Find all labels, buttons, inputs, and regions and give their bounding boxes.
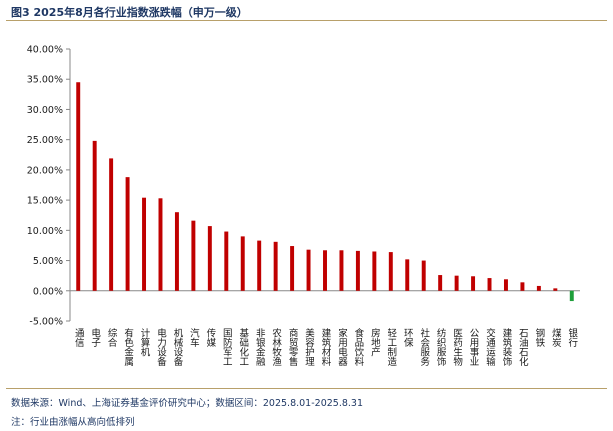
- y-tick-label: 20.00%: [27, 165, 63, 176]
- x-tick-label: 家用电器: [336, 327, 348, 366]
- x-tick-label: 通信: [73, 328, 85, 348]
- x-tick-label: 国防军工: [221, 328, 233, 366]
- x-tick-label: 交通运输: [484, 327, 496, 367]
- y-tick-label: 15.00%: [27, 196, 63, 207]
- x-tick-label: 基础化工: [237, 327, 249, 366]
- y-tick-label: 0.00%: [33, 286, 63, 297]
- x-tick-label: 石油石化: [517, 328, 529, 367]
- data-source-note: 数据来源：Wind、上海证券基金评价研究中心；数据区间：2025.8.01-20…: [11, 398, 364, 409]
- x-tick-label: 传媒: [204, 327, 216, 348]
- bar: [207, 226, 212, 291]
- y-tick-label: 5.00%: [33, 256, 63, 267]
- bar: [355, 250, 360, 291]
- bar-chart: -5.00% 0.00% 5.00% 10.00% 15.00% 20.00% 25.00%…: [27, 45, 580, 367]
- x-tick-label: 煤炭: [550, 327, 562, 348]
- y-tick-label: 25.00%: [27, 135, 63, 146]
- bar: [76, 82, 81, 291]
- bar: [240, 236, 245, 291]
- bar: [158, 198, 163, 291]
- bar: [569, 290, 574, 302]
- bar: [388, 252, 393, 291]
- x-tick-label: 房地产: [369, 327, 381, 357]
- bar: [125, 177, 130, 291]
- bar: [257, 240, 262, 291]
- x-tick-label: 钢铁: [533, 327, 545, 348]
- x-tick-label: 纺织服饰: [435, 327, 447, 367]
- x-tick-label: 医药生物: [451, 328, 463, 367]
- bar: [191, 220, 196, 291]
- bar: [503, 279, 508, 291]
- x-tick-label: 机械设备: [171, 327, 183, 367]
- bar: [339, 250, 344, 291]
- y-tick-label: 40.00%: [27, 45, 63, 56]
- x-tick-label: 美容护理: [303, 327, 315, 366]
- bar: [224, 231, 229, 291]
- y-tick-label: 35.00%: [27, 75, 63, 86]
- x-tick-label: 建筑装饰: [500, 327, 512, 367]
- bar: [487, 278, 492, 291]
- y-tick-label: -5.00%: [29, 317, 63, 328]
- chart-title: 图3 2025年8月各行业指数涨跌幅（申万一级）: [11, 6, 248, 19]
- x-tick-label: 公用事业: [468, 328, 480, 366]
- x-tick-label: 建筑材料: [320, 327, 332, 367]
- bar: [92, 140, 97, 291]
- x-tick-label: 社会服务: [418, 327, 430, 367]
- footnote: 注：行业由涨幅从高向低排列: [11, 417, 135, 428]
- bar: [290, 246, 295, 291]
- x-tick-label: 商贸零售: [287, 327, 299, 367]
- bar: [520, 282, 525, 291]
- bar: [438, 275, 443, 291]
- x-tick-label: 有色金属: [122, 327, 134, 367]
- x-tick-label: 农林牧渔: [270, 327, 282, 366]
- bar: [306, 249, 311, 291]
- x-tick-label: 环保: [402, 328, 414, 348]
- x-tick-label: 电子: [89, 327, 101, 347]
- bar: [323, 250, 327, 291]
- bar: [109, 158, 114, 291]
- bar: [454, 275, 459, 291]
- bar: [273, 241, 278, 291]
- x-tick-label: 汽车: [188, 327, 200, 348]
- bar: [372, 251, 377, 291]
- x-tick-label: 电力设备: [155, 327, 167, 367]
- bar: [174, 212, 179, 291]
- x-tick-label: 食品饮料: [352, 327, 364, 367]
- x-tick-label: 综合: [106, 327, 118, 348]
- bar: [471, 276, 476, 291]
- bar: [142, 197, 147, 291]
- bar: [553, 288, 558, 291]
- bottom-divider: [6, 388, 607, 389]
- top-divider: [6, 20, 607, 21]
- bar: [421, 260, 426, 291]
- bar: [405, 259, 410, 291]
- y-tick-label: 10.00%: [27, 226, 63, 237]
- x-tick-label: 银行: [566, 327, 578, 348]
- x-tick-label: 轻工制造: [385, 327, 397, 367]
- bar: [536, 285, 541, 291]
- y-tick-label: 30.00%: [27, 105, 63, 116]
- x-tick-label: 非银金融: [254, 327, 266, 367]
- x-tick-label: 计算机: [139, 327, 151, 357]
